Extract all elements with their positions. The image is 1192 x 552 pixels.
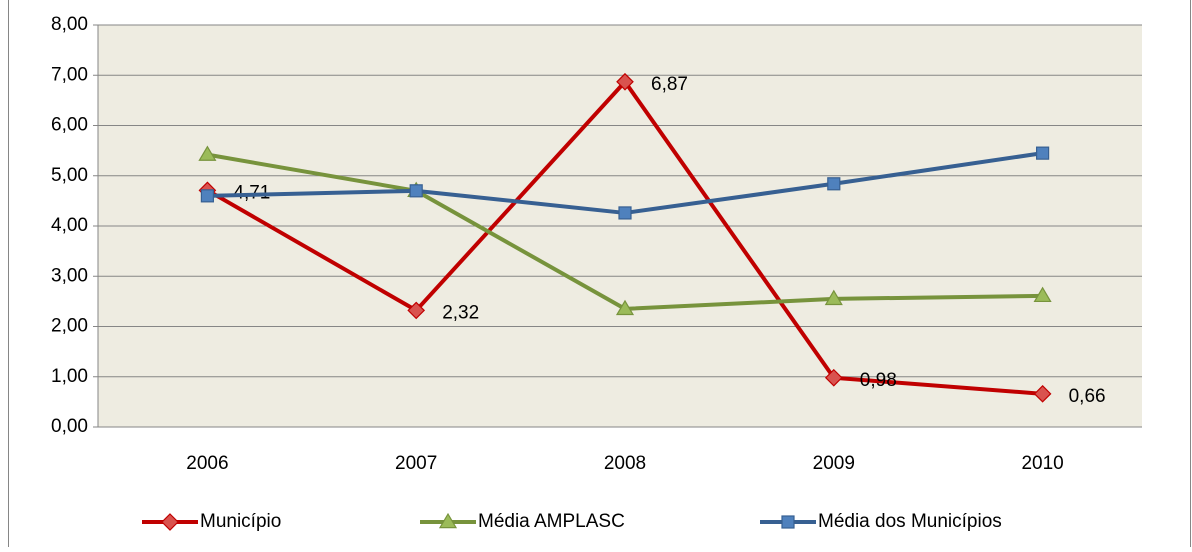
- data-label: 0,98: [860, 370, 897, 391]
- data-point: [824, 368, 843, 387]
- x-tick-label: 2009: [813, 453, 855, 474]
- data-point: [615, 299, 635, 316]
- y-tick-label: 4,00: [51, 215, 88, 236]
- y-tick-label: 1,00: [51, 366, 88, 387]
- data-point: [618, 206, 632, 220]
- x-tick-label: 2008: [604, 453, 646, 474]
- data-label: 6,87: [651, 74, 688, 95]
- y-tick-label: 2,00: [51, 316, 88, 337]
- y-tick-label: 8,00: [51, 14, 88, 35]
- legend-marker: [781, 515, 795, 529]
- legend-marker: [161, 513, 179, 531]
- y-tick-label: 7,00: [51, 64, 88, 85]
- data-point: [198, 145, 217, 161]
- data-point: [1033, 286, 1052, 303]
- x-tick-label: 2006: [186, 453, 228, 474]
- legend-marker: [438, 512, 458, 529]
- legend-label: Média dos Municípios: [818, 511, 1002, 532]
- legend-label: Média AMPLASC: [478, 511, 625, 532]
- data-label: 2,32: [442, 302, 479, 323]
- data-point: [407, 301, 426, 320]
- y-tick-label: 3,00: [51, 265, 88, 286]
- data-point: [1033, 384, 1052, 403]
- x-tick-label: 2010: [1021, 453, 1063, 474]
- y-tick-label: 5,00: [51, 165, 88, 186]
- data-point: [616, 72, 634, 91]
- y-tick-label: 6,00: [51, 115, 88, 136]
- y-tick-label: 0,00: [51, 416, 88, 437]
- data-label: 0,66: [1069, 386, 1106, 407]
- legend-label: Município: [200, 511, 281, 532]
- data-point: [824, 289, 843, 306]
- data-point: [1035, 146, 1050, 160]
- data-point: [409, 184, 423, 198]
- data-point: [827, 177, 841, 191]
- x-tick-label: 2007: [395, 453, 437, 474]
- data-point: [200, 189, 214, 203]
